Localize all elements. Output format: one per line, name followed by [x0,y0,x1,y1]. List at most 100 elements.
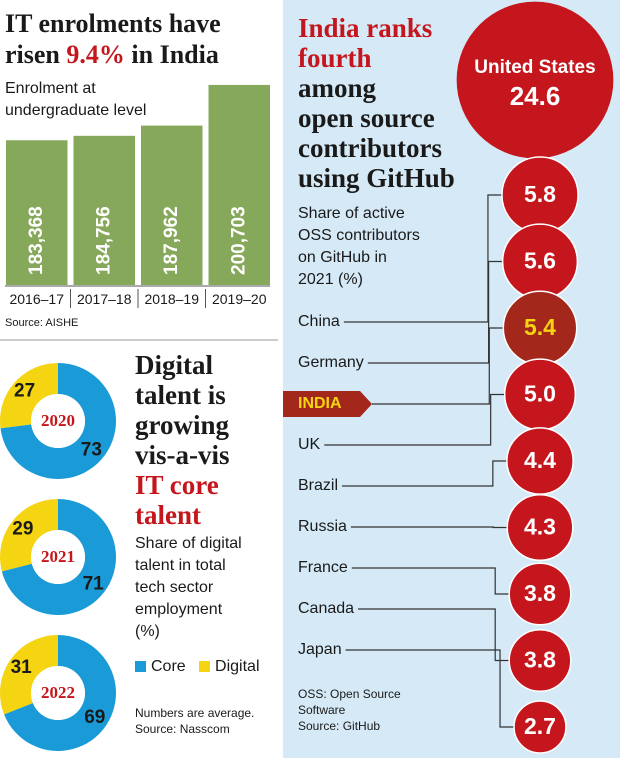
subtitle-line: employment [135,601,223,618]
donut-segment [0,499,58,572]
bar-source: Source: AISHE [5,317,79,329]
x-tick-label: 2017–18 [77,291,132,307]
legend-swatch [199,661,211,672]
donut-value-label: 71 [83,573,105,594]
title-line: using GitHub [298,163,455,193]
bubble-value-label: 3.8 [524,580,556,606]
subtitle-line: Enrolment at [5,80,96,97]
bar-value-label: 183,368 [26,206,47,275]
connector [342,460,507,487]
bar [73,135,135,285]
donut-value-label: 31 [11,657,33,678]
bubble-value-label: 24.6 [510,81,561,111]
legend-label: Digital [215,658,260,675]
title-line: IT core [135,470,219,500]
bubble-value-label: 4.4 [524,447,556,473]
category-label: Japan [298,641,342,658]
donut-year: 2021 [41,547,75,566]
donut-hole [31,530,85,584]
bar-value-label: 184,756 [93,206,114,275]
bubble-value-label: 5.4 [524,314,556,340]
bar [208,84,270,285]
bar-subtitle: Enrolment at undergraduate level [5,78,146,122]
connector [324,393,505,446]
subtitle-line: on GitHub in [298,249,387,266]
connector [372,327,504,405]
donut-subtitle: Share of digital talent in total tech se… [135,533,242,643]
subtitle-line: tech sector [135,579,214,596]
bubble-value-label: 3.8 [524,647,556,673]
category-label: INDIA [298,395,342,412]
subtitle-line: talent in total [135,557,226,574]
bar-value-label: 200,703 [228,206,249,275]
category-label: Russia [298,518,347,535]
bubble [456,1,614,159]
donut-segment [4,635,117,751]
bubble [508,562,572,626]
category-label: Canada [298,600,354,617]
title-line: vis-a-vis [135,440,230,470]
bubble [506,493,574,562]
highlight-banner [283,391,372,417]
x-tick-label: 2018–19 [144,291,199,307]
bubble-value-label: 2.7 [524,713,556,739]
donut-title: Digital talent is growing vis-a-vis IT c… [135,350,230,530]
legend: Core Digital [135,658,260,676]
title-line: talent is [135,380,226,410]
connector [343,194,502,323]
note: Software [298,703,346,717]
subtitle-line: Share of active [298,205,405,222]
category-label: France [298,559,348,576]
title-line: fourth [298,43,372,73]
bubble [508,628,572,693]
title-line: Digital [135,350,213,380]
category-label: Brazil [298,477,338,494]
title-line: talent [135,500,201,530]
donut-segment [0,635,59,715]
note: OSS: Open Source [298,687,401,701]
title-line: among [298,73,377,103]
bar-value-label: 187,962 [161,206,182,275]
category-label: China [298,313,340,330]
bubble-subtitle: Share of active OSS contributors on GitH… [298,203,420,291]
donut-value-label: 27 [14,381,35,402]
donut-segment [1,499,117,615]
donut-hole [31,666,85,720]
donut-value-label: 73 [81,439,102,460]
bubble-category: United States [474,57,595,78]
legend-label: Core [151,658,186,675]
title-line: India ranks [298,13,433,43]
bubble [513,700,567,754]
category-label: Germany [298,354,364,371]
bar [6,140,68,285]
subtitle-line: OSS contributors [298,227,420,244]
bubble-title: India ranks fourth among open source con… [298,13,455,193]
subtitle-line: 2021 (%) [298,271,363,288]
donut-year: 2022 [41,683,75,702]
subtitle-line: (%) [135,623,160,640]
legend-swatch [135,661,146,672]
title-line: risen [5,40,60,69]
x-tick-label: 2016–17 [9,291,64,307]
bubble-value-label: 5.0 [524,381,556,407]
bubble-value-label: 5.6 [524,248,556,274]
note: Numbers are average. [135,706,255,720]
subtitle-line: undergraduate level [5,102,147,119]
bar-title: IT enrolments have risen 9.4% in India [5,8,221,70]
donut-segment [0,363,117,480]
connector [350,526,508,529]
title-line: IT enrolments have [5,9,221,38]
bar [141,125,203,285]
title-line: in India [131,40,219,69]
category-label: UK [298,436,321,453]
x-tick-label: 2019–20 [212,291,267,307]
donut-hole [31,394,85,448]
bubble-value-label: 4.3 [524,514,556,540]
title-line: contributors [298,133,442,163]
connector [351,567,510,595]
donut-value-label: 29 [12,519,33,540]
bubble-notes: OSS: Open Source Software Source: GitHub [298,686,401,734]
connector [345,649,515,728]
donut-year: 2020 [41,411,75,430]
